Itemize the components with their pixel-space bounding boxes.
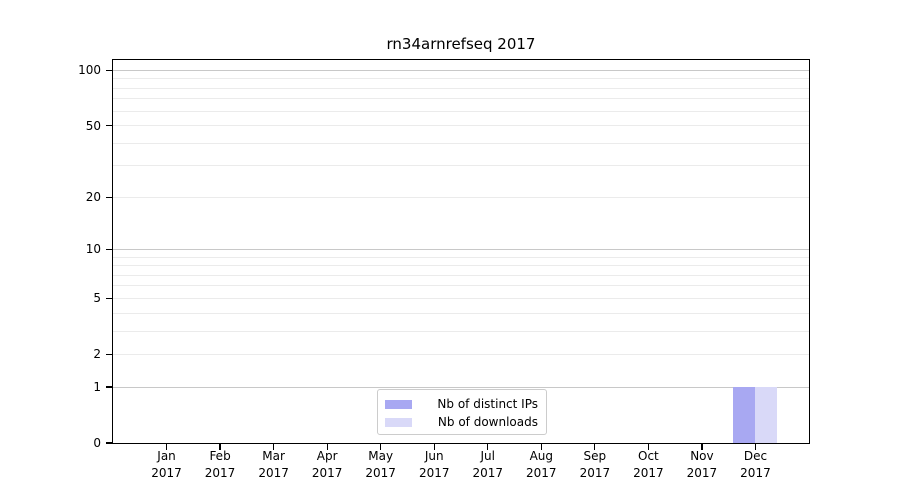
gridline-major: [113, 69, 809, 71]
x-tick-month: Sep: [583, 449, 607, 463]
x-tick-month: Nov: [690, 449, 714, 463]
gridline-minor: [113, 125, 809, 127]
x-tick-label: Apr 2017: [295, 448, 359, 481]
x-tick-year: 2017: [472, 465, 504, 480]
x-tick-year: 2017: [365, 465, 396, 480]
x-tick-year: 2017: [258, 465, 289, 480]
gridline-minor: [113, 312, 809, 314]
gridline-minor: [113, 285, 809, 287]
x-tick-month: Apr: [316, 449, 338, 463]
x-tick-mark: [594, 443, 596, 450]
x-tick-label: Feb 2017: [188, 448, 252, 481]
x-tick-month: Jul: [480, 449, 495, 463]
gridline-minor: [113, 265, 809, 267]
legend-entry-downloads: Nb of downloads: [385, 413, 538, 431]
gridline-minor: [113, 330, 809, 332]
x-tick-mark: [380, 443, 382, 450]
x-tick-label: Jul 2017: [456, 448, 520, 481]
x-tick-label: Jan 2017: [135, 448, 199, 481]
y-tick-mark: [106, 69, 113, 72]
x-tick-label: May 2017: [349, 448, 413, 481]
legend-label-distinct-ips: Nb of distinct IPs: [437, 397, 538, 411]
y-tick-label: 50: [85, 118, 101, 133]
x-tick-label: Dec 2017: [723, 448, 787, 481]
x-tick-month: Oct: [638, 449, 659, 463]
y-tick-mark: [106, 386, 113, 388]
x-tick-mark: [540, 443, 542, 450]
y-tick-mark: [106, 196, 113, 198]
legend-label-downloads: Nb of downloads: [437, 415, 538, 429]
gridline-minor: [113, 142, 809, 144]
y-tick-mark: [106, 353, 113, 355]
legend-swatch-downloads: [385, 417, 412, 427]
x-tick-month: Feb: [209, 449, 231, 463]
y-tick-label: 100: [78, 63, 101, 78]
y-tick-mark: [106, 248, 113, 251]
legend-swatch-distinct-ips: [385, 399, 412, 409]
x-tick-month: Mar: [262, 449, 285, 463]
x-tick-year: 2017: [686, 465, 718, 480]
gridline-major: [113, 248, 809, 250]
x-tick-mark: [326, 443, 328, 450]
x-tick-label: Mar 2017: [242, 448, 306, 481]
x-tick-year: 2017: [526, 465, 557, 480]
x-tick-year: 2017: [579, 465, 611, 480]
gridline-minor: [113, 110, 809, 112]
x-tick-year: 2017: [740, 465, 771, 480]
x-tick-mark: [433, 443, 435, 450]
gridline-minor: [113, 98, 809, 100]
gridline-minor: [113, 78, 809, 80]
x-tick-label: Jun 2017: [402, 448, 466, 481]
y-tick-label: 20: [85, 190, 101, 205]
x-tick-mark: [754, 443, 757, 450]
x-tick-month: Dec: [743, 449, 768, 463]
y-tick-label: 0: [93, 436, 101, 450]
x-tick-month: Aug: [529, 449, 554, 463]
chart-title: rn34arnrefseq 2017: [386, 35, 536, 53]
gridline-minor: [113, 353, 809, 355]
gridline-major: [113, 386, 809, 388]
x-tick-mark: [165, 443, 168, 450]
x-tick-mark: [647, 443, 649, 450]
y-tick-label: 5: [93, 291, 101, 306]
y-tick-mark: [106, 442, 113, 444]
y-tick-mark: [106, 297, 113, 299]
x-tick-month: Jun: [424, 449, 444, 463]
x-tick-label: Oct 2017: [616, 448, 680, 481]
bar-distinct-ips: [733, 387, 756, 443]
x-tick-label: Sep 2017: [563, 448, 627, 481]
gridline-minor: [113, 165, 809, 167]
bar-downloads: [755, 387, 778, 443]
x-tick-mark: [273, 443, 275, 450]
x-tick-label: Aug 2017: [509, 448, 573, 481]
legend-entry-distinct-ips: Nb of distinct IPs: [385, 395, 538, 413]
x-tick-year: 2017: [151, 465, 182, 480]
legend: Nb of distinct IPs Nb of downloads: [377, 389, 547, 435]
x-tick-year: 2017: [204, 465, 236, 480]
y-tick-label: 2: [93, 347, 101, 362]
gridline-minor: [113, 256, 809, 258]
x-tick-year: 2017: [311, 465, 343, 480]
y-tick-mark: [106, 125, 113, 127]
x-tick-label: Nov 2017: [670, 448, 734, 481]
x-tick-mark: [219, 443, 221, 450]
x-tick-month: May: [368, 449, 394, 463]
x-tick-year: 2017: [633, 465, 664, 480]
gridline-minor: [113, 196, 809, 198]
y-tick-label: 10: [85, 242, 101, 257]
x-tick-year: 2017: [418, 465, 450, 480]
y-tick-label: 1: [93, 380, 101, 395]
x-tick-month: Jan: [157, 449, 176, 463]
x-tick-mark: [701, 443, 703, 450]
gridline-minor: [113, 297, 809, 299]
gridline-minor: [113, 274, 809, 276]
gridline-minor: [113, 87, 809, 89]
x-tick-mark: [487, 443, 489, 450]
